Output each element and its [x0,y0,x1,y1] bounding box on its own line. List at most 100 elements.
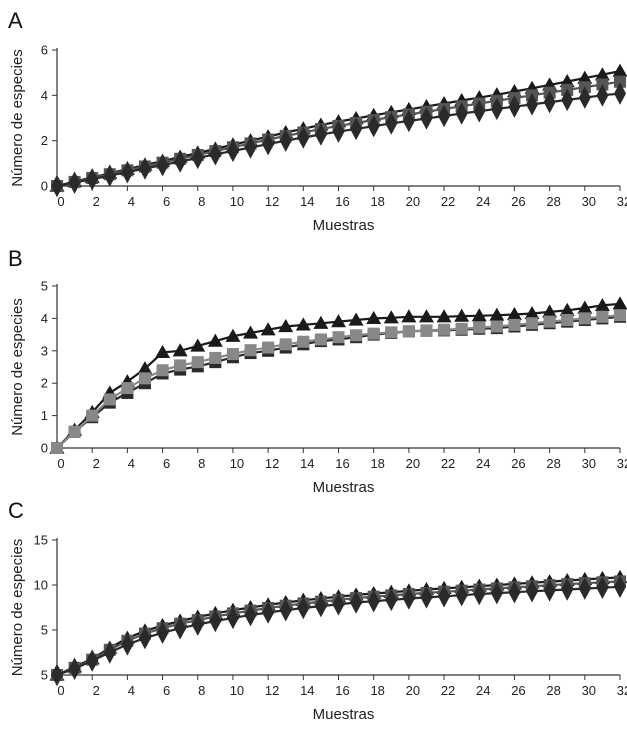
data-point-square [279,338,292,351]
x-tick-label: 30 [582,683,596,698]
x-tick-label: 22 [441,683,455,698]
x-axis-title: Muestras [313,706,375,723]
x-tick-label: 0 [57,194,64,209]
x-tick-label: 10 [230,683,244,698]
data-point-diamond [490,581,503,605]
data-point-square [244,344,257,357]
data-point-triangle [137,361,153,375]
data-point-diamond [191,146,204,170]
x-tick-label: 4 [128,683,135,698]
x-tick-label: 22 [441,194,455,209]
data-point-square [226,348,239,361]
data-point-square [367,327,380,340]
x-tick-label: 32 [617,683,627,698]
data-point-diamond [262,132,275,156]
x-tick-label: 2 [93,194,100,209]
data-point-diamond [402,587,415,610]
x-tick-label: 18 [370,194,384,209]
x-tick-label: 12 [265,194,279,209]
data-point-diamond [350,591,363,614]
x-tick-label: 8 [198,683,205,698]
data-point-diamond [543,90,556,114]
data-point-triangle [559,302,575,316]
data-point-square [455,322,468,335]
x-tick-label: 18 [370,683,384,698]
data-point-square [262,341,275,354]
data-point-triangle [172,343,188,357]
x-tick-label: 12 [265,683,279,698]
x-tick-label: 16 [335,194,349,209]
data-point-triangle [594,67,610,81]
y-axis-title: Número de especies [9,298,26,436]
x-tick-label: 8 [198,194,205,209]
data-point-diamond [121,633,134,656]
x-tick-label: 20 [406,194,420,209]
data-point-diamond [578,577,591,600]
data-point-diamond [367,589,380,613]
data-point-diamond [473,99,486,123]
x-tick-label: 14 [300,194,314,209]
data-point-diamond [578,86,591,109]
x-tick-label: 10 [230,194,244,209]
y-tick-label: 5 [41,279,48,294]
data-point-square [191,356,204,369]
x-tick-label: 30 [582,456,596,471]
data-point-triangle [225,328,241,342]
data-point-diamond [121,160,134,184]
x-tick-label: 6 [163,194,170,209]
data-point-triangle [348,312,364,326]
data-point-diamond [226,139,239,163]
y-tick-label: 1 [41,408,48,423]
data-point-square [402,325,415,338]
y-tick-label: 5 [41,668,48,683]
panel-letter: B [8,246,23,271]
data-point-diamond [508,580,521,604]
data-point-triangle [190,338,206,352]
y-tick-label: 4 [41,311,48,326]
data-point-triangle [524,306,540,320]
x-tick-label: 10 [230,456,244,471]
data-point-diamond [350,117,363,141]
x-tick-label: 24 [476,194,490,209]
data-point-diamond [68,657,81,680]
x-tick-label: 12 [265,456,279,471]
x-tick-label: 18 [370,456,384,471]
y-tick-label: 4 [41,88,48,103]
data-point-square [332,331,345,344]
data-point-square [490,320,503,333]
data-point-diamond [86,649,99,672]
data-point-triangle [313,315,329,329]
data-point-diamond [438,585,451,608]
x-tick-label: 26 [511,194,525,209]
x-tick-label: 24 [476,456,490,471]
x-tick-label: 16 [335,456,349,471]
data-point-diamond [508,95,521,118]
data-point-diamond [174,616,187,640]
data-point-square [174,359,187,372]
x-tick-label: 30 [582,194,596,209]
data-point-square [156,364,169,377]
x-tick-label: 32 [617,456,627,471]
data-point-diamond [367,114,380,138]
x-tick-label: 4 [128,194,135,209]
data-point-diamond [51,174,63,198]
data-point-square [473,321,486,334]
data-point-square [297,335,310,348]
data-point-diamond [297,126,310,149]
data-point-square [121,382,134,395]
data-point-square [614,75,626,88]
y-axis-title: Número de especies [9,539,26,677]
series-3 [51,309,626,454]
data-point-triangle [260,322,276,336]
data-point-triangle [366,310,382,325]
data-point-diamond [314,594,327,618]
data-point-diamond [279,598,292,622]
x-tick-label: 2 [93,456,100,471]
data-point-triangle [577,300,593,314]
data-point-triangle [436,309,452,323]
series-1 [49,296,627,454]
data-point-diamond [596,576,609,599]
data-point-diamond [209,143,222,166]
data-point-triangle [207,333,223,347]
